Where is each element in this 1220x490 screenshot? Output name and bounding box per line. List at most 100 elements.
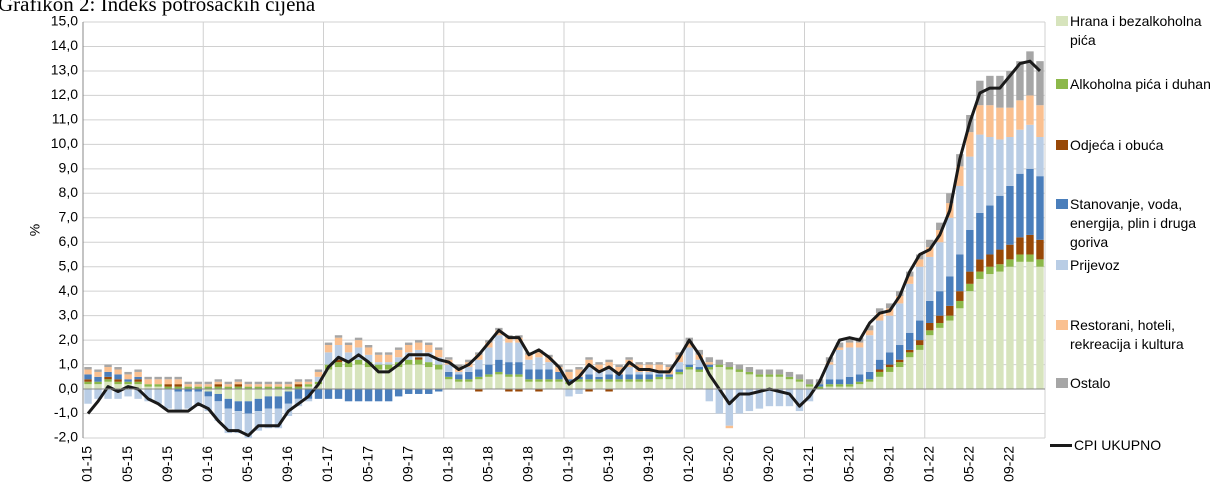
bar-segment	[254, 389, 263, 399]
bar-segment	[254, 398, 263, 412]
bar-segment	[755, 376, 764, 390]
bar-segment	[264, 384, 273, 387]
bar-segment	[194, 384, 202, 387]
bar-segment	[875, 376, 884, 390]
bar-segment	[94, 381, 102, 385]
bar-segment	[645, 374, 653, 380]
bar-segment	[725, 367, 734, 370]
bar-segment	[94, 376, 102, 382]
bar-segment	[645, 381, 653, 390]
x-tick-label: 09-19	[640, 446, 656, 482]
bar-segment	[996, 139, 1004, 196]
bar-segment	[565, 389, 573, 397]
bar-segment	[595, 381, 603, 390]
bar-segment	[595, 364, 603, 372]
bar-segment	[214, 393, 222, 402]
bar-segment	[164, 384, 172, 387]
bar-segment	[144, 386, 152, 390]
bar-segment	[685, 367, 693, 370]
bar-segment	[875, 371, 884, 377]
bar-segment	[204, 389, 212, 392]
bar-segment	[304, 381, 313, 385]
bar-segment	[895, 303, 904, 346]
bar-segment	[164, 389, 172, 409]
bar-segment	[425, 389, 433, 394]
bar-segment	[926, 247, 934, 257]
x-tick-label: 09-16	[279, 446, 295, 482]
bar-segment	[835, 347, 844, 350]
bar-segment	[164, 376, 172, 380]
bar-segment	[695, 359, 703, 368]
bar-segment	[515, 376, 523, 390]
bar-segment	[324, 369, 333, 390]
bar-segment	[144, 384, 152, 387]
bar-segment	[515, 342, 523, 363]
bar-segment	[855, 384, 864, 390]
bar-segment	[384, 364, 393, 370]
y-tick-label: 1,0	[59, 355, 79, 371]
bar-segment	[264, 389, 273, 397]
bar-segment	[605, 379, 613, 382]
bar-segment	[986, 254, 994, 267]
bar-segment	[665, 376, 673, 380]
bar-segment	[655, 379, 663, 390]
bar-segment	[745, 374, 754, 390]
bar-segment	[274, 408, 283, 429]
bar-segment	[585, 379, 593, 382]
bar-segment	[855, 347, 864, 375]
bar-segment	[284, 389, 293, 392]
legend-label: Prijevoz	[1070, 257, 1120, 273]
bar-segment	[505, 376, 513, 390]
bar-segment	[354, 340, 363, 348]
y-tick-label: 12,0	[51, 86, 78, 102]
bar-segment	[1036, 266, 1044, 390]
legend-label: Odjeća i obuća	[1070, 137, 1164, 153]
bar-segment	[475, 369, 483, 377]
bar-segment	[244, 384, 253, 387]
bar-segment	[505, 342, 513, 363]
bar-segment	[675, 369, 683, 372]
bar-segment	[435, 349, 443, 358]
bar-segment	[425, 342, 433, 346]
bar-segment	[344, 367, 353, 390]
bar-segment	[946, 305, 954, 316]
bar-segment	[745, 371, 754, 375]
bar-segment	[1016, 100, 1024, 130]
bar-segment	[545, 381, 553, 390]
bar-segment	[946, 217, 954, 277]
bar-segment	[154, 389, 162, 404]
x-tick-label: 09-22	[1001, 446, 1017, 482]
bar-segment	[1026, 124, 1034, 169]
bar-segment	[214, 389, 222, 394]
bar-segment	[515, 389, 523, 392]
bar-segment	[404, 364, 413, 390]
bar-segment	[625, 381, 633, 390]
y-tick-label: 14,0	[51, 37, 78, 53]
bar-segment	[966, 230, 974, 272]
bar-segment	[946, 193, 954, 204]
bar-segment	[445, 371, 453, 377]
bar-segment	[815, 384, 824, 387]
bar-segment	[595, 362, 603, 365]
bar-segment	[134, 381, 142, 385]
bar-segment	[354, 389, 363, 402]
bar-segment	[134, 376, 142, 380]
legend-swatch	[1056, 79, 1068, 89]
bar-segment	[1026, 234, 1034, 255]
bar-segment	[535, 381, 543, 390]
bar-segment	[404, 359, 413, 365]
bar-segment	[274, 384, 283, 387]
bar-segment	[1036, 105, 1044, 138]
bar-segment	[274, 386, 283, 390]
bar-segment	[565, 379, 573, 382]
bar-segment	[1006, 266, 1014, 390]
bar-segment	[254, 386, 263, 390]
bar-segment	[284, 391, 293, 404]
bar-segment	[194, 391, 202, 407]
bar-segment	[705, 369, 714, 390]
bar-segment	[725, 362, 734, 368]
legend-label: Ostalo	[1070, 375, 1111, 391]
y-tick-label: -1,0	[54, 404, 78, 420]
y-tick-label: 8,0	[59, 184, 79, 200]
